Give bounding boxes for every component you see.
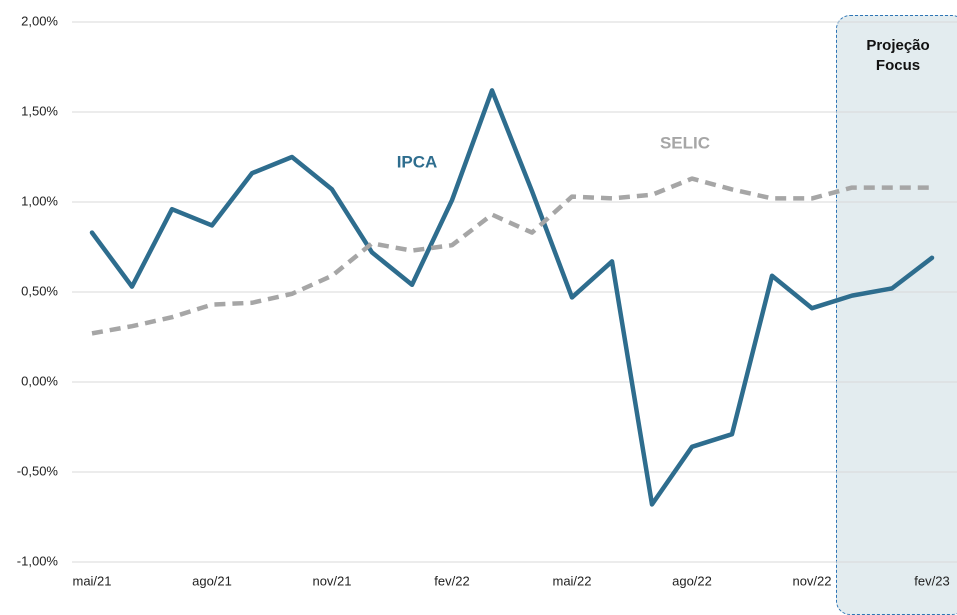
- page: {"chart_data": {"type": "line", "categor…: [16, 13, 957, 615]
- projection-region: [836, 15, 957, 615]
- y-tick-label: 0,00%: [21, 373, 58, 388]
- series-label: SELIC: [660, 133, 710, 152]
- series-line: [91, 176, 932, 336]
- y-tick-label: 2,00%: [21, 13, 58, 28]
- x-tick-label: fev/22: [434, 573, 469, 588]
- x-tick-label: ago/22: [672, 573, 712, 588]
- y-tick-label: -0,50%: [17, 463, 59, 478]
- y-tick-label: 1,00%: [21, 193, 58, 208]
- x-tick-label: nov/21: [312, 573, 351, 588]
- y-tick-label: 0,50%: [21, 283, 58, 298]
- x-tick-label: mai/21: [72, 573, 111, 588]
- x-tick-label: ago/21: [192, 573, 232, 588]
- y-tick-label: -1,00%: [17, 553, 59, 568]
- x-tick-label: mai/22: [552, 573, 591, 588]
- x-tick-label: fev/23: [914, 573, 949, 588]
- series-label: IPCA: [397, 152, 438, 171]
- x-tick-label: nov/22: [792, 573, 831, 588]
- projection-label: Projeção Focus: [866, 37, 930, 74]
- y-tick-label: 1,50%: [21, 103, 58, 118]
- chart: -1,00% -0,50% 0,00% 0,50% 1,00% 1,50% 2,00% mai…: [17, 13, 957, 588]
- series-line: [89, 88, 935, 507]
